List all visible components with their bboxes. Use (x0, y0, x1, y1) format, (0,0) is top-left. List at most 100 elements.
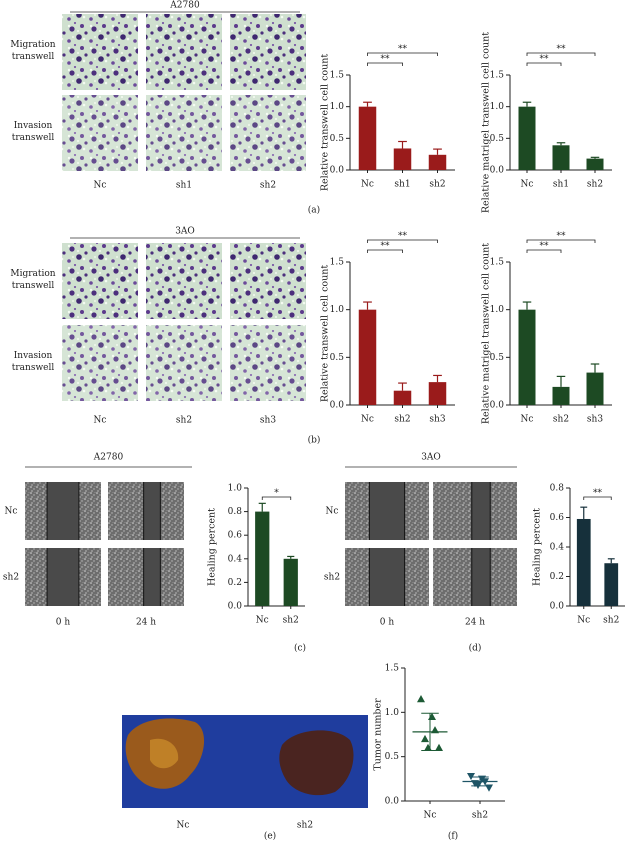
bar (552, 386, 570, 405)
micrograph (146, 325, 222, 401)
y-tick-label: 0.2 (550, 572, 564, 582)
significance-bracket (261, 496, 292, 500)
column-label: 0 h (56, 618, 71, 628)
y-tick-label: 1.0 (385, 708, 400, 718)
x-tick-label: sh3 (429, 415, 445, 425)
data-point (417, 695, 425, 703)
bar (428, 154, 447, 170)
y-axis-title: Relative transwell cell count (320, 265, 331, 403)
bar (358, 106, 377, 170)
panel-label: (c) (294, 643, 306, 654)
y-axis-title: Relative matrigel transwell cell count (481, 32, 492, 213)
bar (576, 518, 591, 606)
x-tick-label: Nc (361, 415, 374, 425)
column-label: Nc (177, 821, 190, 831)
micrograph (230, 95, 306, 171)
micrograph (62, 95, 138, 171)
significance-bracket (367, 52, 438, 56)
data-point (435, 743, 443, 751)
column-label: sh1 (176, 181, 192, 191)
significance-label: ** (381, 55, 391, 65)
micrograph (230, 325, 306, 401)
panel-label: (a) (308, 205, 320, 216)
x-tick-label: Nc (256, 616, 269, 626)
y-tick-label: 1.0 (490, 305, 505, 315)
row-label: Migration transwell (10, 40, 56, 62)
y-tick-label: 0.4 (550, 543, 565, 553)
micrograph (230, 14, 306, 90)
x-tick-label: sh1 (394, 180, 410, 190)
wound-gap (369, 482, 405, 540)
y-tick-label: 0.6 (550, 513, 565, 523)
micrograph (146, 243, 222, 319)
bar (393, 148, 412, 170)
y-tick-label: 0.0 (385, 797, 400, 807)
column-label: 24 h (465, 618, 485, 628)
bar (393, 390, 412, 405)
x-tick-label: Nc (521, 415, 534, 425)
column-label: sh2 (297, 821, 313, 831)
panel-title: A2780 (169, 1, 200, 11)
significance-bracket (367, 62, 403, 66)
y-tick-label: 0.0 (490, 166, 505, 176)
micrograph (62, 325, 138, 401)
wound-gap (471, 548, 491, 606)
y-tick-label: 1.5 (490, 258, 505, 268)
y-tick-label: 0.5 (330, 134, 345, 144)
x-tick-label: sh3 (587, 415, 603, 425)
significance-label: ** (398, 232, 408, 242)
row-label: sh2 (3, 573, 19, 583)
y-tick-label: 0.0 (330, 401, 345, 411)
x-tick-label: sh2 (553, 415, 569, 425)
panel-title: 3AO (175, 227, 195, 237)
bar (428, 382, 447, 405)
micrograph (230, 243, 306, 319)
significance-label: * (274, 489, 279, 499)
x-tick-label: Nc (521, 180, 534, 190)
y-tick-label: 0.0 (490, 401, 505, 411)
x-tick-label: Nc (577, 616, 590, 626)
y-tick-label: 0.5 (490, 134, 505, 144)
y-tick-label: 1.0 (490, 102, 505, 112)
panel-title: 3AO (421, 453, 441, 463)
bar (358, 309, 377, 405)
wound-gap (47, 482, 79, 540)
y-tick-label: 0.5 (385, 752, 400, 762)
micrograph (62, 14, 138, 90)
micrograph (146, 14, 222, 90)
y-axis-title: Tumor number (373, 698, 384, 771)
micrograph (146, 95, 222, 171)
y-axis-title: Healing percent (532, 508, 543, 586)
wound-gap (471, 482, 491, 540)
row-label: Invasion transwell (11, 121, 55, 143)
x-tick-label: sh2 (472, 811, 488, 821)
bar (518, 309, 536, 405)
significance-bracket (526, 239, 596, 243)
x-tick-label: sh1 (553, 180, 569, 190)
bar (552, 145, 570, 170)
x-tick-label: sh2 (603, 616, 619, 626)
column-label: Nc (94, 181, 107, 191)
significance-bracket (583, 496, 612, 500)
y-tick-label: 0.2 (228, 578, 242, 588)
y-tick-label: 0.5 (330, 353, 345, 363)
significance-bracket (367, 249, 403, 253)
y-axis-title: Healing percent (207, 508, 218, 586)
significance-label: ** (398, 45, 408, 55)
x-tick-label: sh2 (587, 180, 603, 190)
wound-gap (47, 548, 79, 606)
data-point (467, 772, 475, 781)
panel-label: (d) (469, 643, 482, 654)
bar (604, 563, 619, 606)
y-tick-label: 0.8 (228, 507, 243, 517)
column-label: sh2 (260, 181, 276, 191)
y-tick-label: 0.6 (228, 531, 243, 541)
y-tick-label: 0.0 (550, 602, 565, 612)
column-label: Nc (94, 416, 107, 426)
y-tick-label: 1.0 (330, 102, 345, 112)
x-tick-label: sh2 (283, 616, 299, 626)
significance-label: ** (557, 232, 567, 242)
wound-gap (143, 482, 161, 540)
y-tick-label: 1.0 (330, 305, 345, 315)
